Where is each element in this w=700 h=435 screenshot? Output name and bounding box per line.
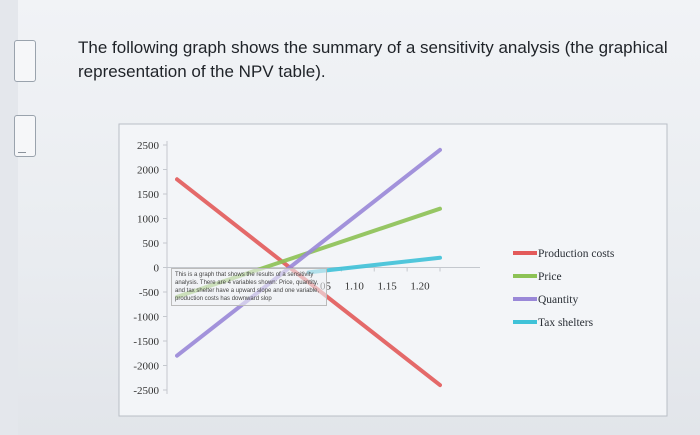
y-tick-label: 1500 [137, 189, 160, 201]
y-tick-label: -2000 [133, 361, 159, 373]
y-tick-label: 1000 [137, 214, 160, 226]
y-tick-label: -2500 [133, 385, 159, 397]
series-line-quantity [175, 147, 442, 358]
series-line-tax-shelters [306, 255, 442, 275]
question-text: The following graph shows the summary of… [78, 36, 668, 84]
y-tick-label: -1000 [133, 312, 159, 324]
x-tick-label: 1.20 [410, 281, 430, 293]
legend-label-production-costs: Production costs [538, 248, 615, 260]
page-edge-tab [14, 40, 36, 82]
y-tick-label: -1500 [133, 336, 159, 348]
page-edge-tick [18, 152, 26, 153]
chart-annotation: This is a graph that shows the results o… [171, 268, 327, 306]
question-line-2: representation of the NPV table). [78, 62, 326, 81]
question-line-1: The following graph shows the summary of… [78, 38, 668, 57]
legend-label-quantity: Quantity [538, 294, 578, 306]
y-tick-label: 500 [143, 238, 160, 250]
legend-label-tax-shelters: Tax shelters [538, 317, 594, 329]
page-edge-tab [14, 115, 36, 157]
legend-label-price: Price [538, 271, 562, 283]
y-tick-label: 0 [154, 263, 160, 275]
sensitivity-chart: 2500 2000 1500 1000 500 0 -500 -1000 -1500 -2000 -… [105, 120, 675, 420]
y-tick-label: -500 [139, 287, 160, 299]
x-tick-label: 1.10 [345, 281, 365, 293]
y-tick-label: 2000 [137, 165, 160, 177]
y-tick-label: 2500 [137, 140, 160, 152]
x-tick-label: 1.15 [378, 281, 398, 293]
